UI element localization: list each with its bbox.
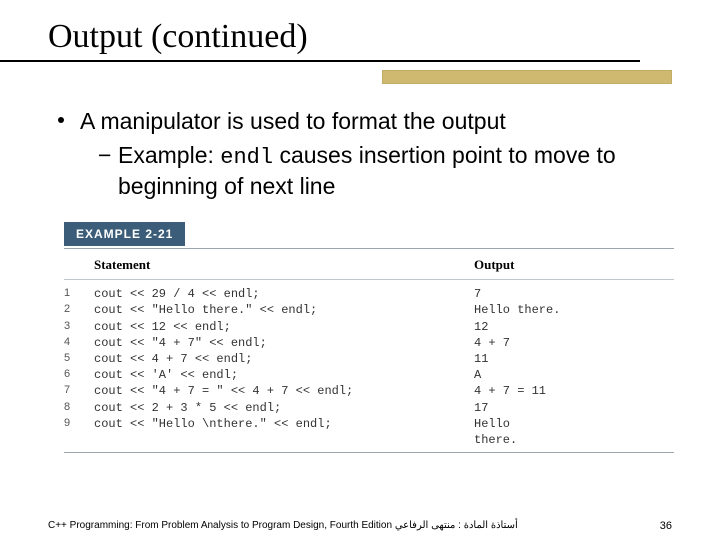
table-row: 4cout << "4 + 7" << endl;4 + 7 bbox=[64, 335, 674, 351]
row-statement: cout << 'A' << endl; bbox=[94, 367, 474, 383]
table-row: 3cout << 12 << endl;12 bbox=[64, 319, 674, 335]
table-row: 9cout << "Hello \nthere." << endl;Hello … bbox=[64, 416, 674, 448]
row-output: Hello there. bbox=[474, 416, 674, 448]
example-head: Statement Output bbox=[64, 257, 674, 280]
bullet-level2: − Example: endl causes insertion point t… bbox=[98, 141, 680, 200]
head-num bbox=[64, 257, 94, 273]
bullet-dot-icon bbox=[58, 117, 64, 123]
row-number: 7 bbox=[64, 383, 94, 399]
head-statement: Statement bbox=[94, 257, 474, 273]
table-row: 6cout << 'A' << endl;A bbox=[64, 367, 674, 383]
accent-row bbox=[0, 62, 720, 90]
row-statement: cout << "4 + 7" << endl; bbox=[94, 335, 474, 351]
row-output: A bbox=[474, 367, 674, 383]
row-statement: cout << "Hello \nthere." << endl; bbox=[94, 416, 474, 448]
row-output: 11 bbox=[474, 351, 674, 367]
table-row: 7cout << "4 + 7 = " << 4 + 7 << endl;4 +… bbox=[64, 383, 674, 399]
table-row: 8cout << 2 + 3 * 5 << endl;17 bbox=[64, 400, 674, 416]
table-row: 1cout << 29 / 4 << endl;7 bbox=[64, 286, 674, 302]
table-row: 5cout << 4 + 7 << endl;11 bbox=[64, 351, 674, 367]
footer: C++ Programming: From Problem Analysis t… bbox=[48, 520, 672, 533]
row-output: 4 + 7 = 11 bbox=[474, 383, 674, 399]
example-rows: 1cout << 29 / 4 << endl;72cout << "Hello… bbox=[64, 286, 674, 448]
slide-title: Output (continued) bbox=[0, 0, 640, 62]
row-number: 5 bbox=[64, 351, 94, 367]
row-statement: cout << 2 + 3 * 5 << endl; bbox=[94, 400, 474, 416]
slide-container: Output (continued) A manipulator is used… bbox=[0, 0, 720, 540]
example-label: EXAMPLE 2-21 bbox=[64, 222, 185, 246]
row-statement: cout << 4 + 7 << endl; bbox=[94, 351, 474, 367]
row-output: Hello there. bbox=[474, 302, 674, 318]
bullet-l1-text: A manipulator is used to format the outp… bbox=[80, 108, 506, 134]
row-output: 12 bbox=[474, 319, 674, 335]
footer-left: C++ Programming: From Problem Analysis t… bbox=[48, 520, 518, 533]
row-output: 4 + 7 bbox=[474, 335, 674, 351]
accent-bar bbox=[382, 70, 672, 84]
row-number: 1 bbox=[64, 286, 94, 302]
bullet-l2-code: endl bbox=[220, 145, 273, 170]
head-output: Output bbox=[474, 257, 674, 273]
bullet-l2-prefix: Example: bbox=[118, 142, 220, 168]
row-number: 4 bbox=[64, 335, 94, 351]
row-number: 3 bbox=[64, 319, 94, 335]
row-output: 17 bbox=[474, 400, 674, 416]
row-statement: cout << 29 / 4 << endl; bbox=[94, 286, 474, 302]
table-row: 2cout << "Hello there." << endl;Hello th… bbox=[64, 302, 674, 318]
example-box: EXAMPLE 2-21 Statement Output 1cout << 2… bbox=[64, 222, 674, 453]
bullet-level1: A manipulator is used to format the outp… bbox=[58, 108, 680, 135]
row-statement: cout << "Hello there." << endl; bbox=[94, 302, 474, 318]
row-number: 9 bbox=[64, 416, 94, 448]
content-area: A manipulator is used to format the outp… bbox=[0, 90, 720, 453]
row-statement: cout << "4 + 7 = " << 4 + 7 << endl; bbox=[94, 383, 474, 399]
row-number: 6 bbox=[64, 367, 94, 383]
footer-page-number: 36 bbox=[660, 520, 672, 532]
row-statement: cout << 12 << endl; bbox=[94, 319, 474, 335]
row-output: 7 bbox=[474, 286, 674, 302]
bullet-dash-icon: − bbox=[98, 141, 111, 170]
example-table: Statement Output 1cout << 29 / 4 << endl… bbox=[64, 248, 674, 453]
row-number: 2 bbox=[64, 302, 94, 318]
row-number: 8 bbox=[64, 400, 94, 416]
